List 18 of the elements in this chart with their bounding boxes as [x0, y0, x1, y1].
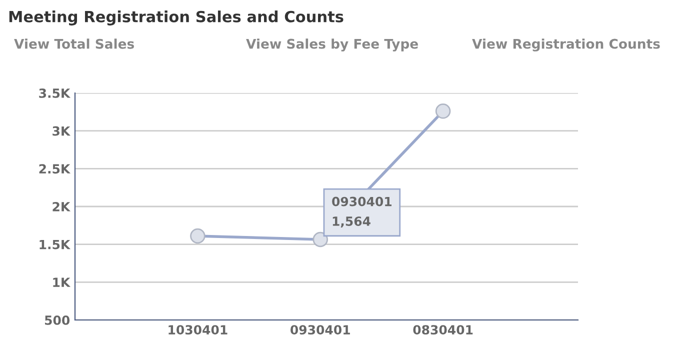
y-tick-label: 3.5K: [39, 88, 71, 98]
text: View Registration Counts: [472, 38, 660, 52]
y-tick-label: 1.5K: [40, 240, 71, 250]
text: View Sales by Fee Type: [246, 38, 418, 52]
y-tick-label: 2K: [52, 202, 71, 212]
x-tick-label: 0930401: [290, 325, 350, 335]
chart-title: Meeting Registration Sales and Counts: [9, 10, 344, 26]
y-tick-label: 1K: [53, 278, 71, 287]
x-tick-label: 0830401: [413, 325, 473, 335]
point: [435, 104, 451, 119]
point: [190, 228, 206, 244]
x-tick-label: 1030401: [168, 325, 228, 335]
y-tick-label: 500: [45, 315, 70, 325]
annotation: 0930401 1,564: [332, 196, 392, 228]
y-tick-label: 2.5K: [39, 164, 71, 174]
y-tick-label: 3K: [52, 126, 71, 136]
text: View Total Sales: [14, 38, 134, 49]
point: [312, 232, 328, 248]
